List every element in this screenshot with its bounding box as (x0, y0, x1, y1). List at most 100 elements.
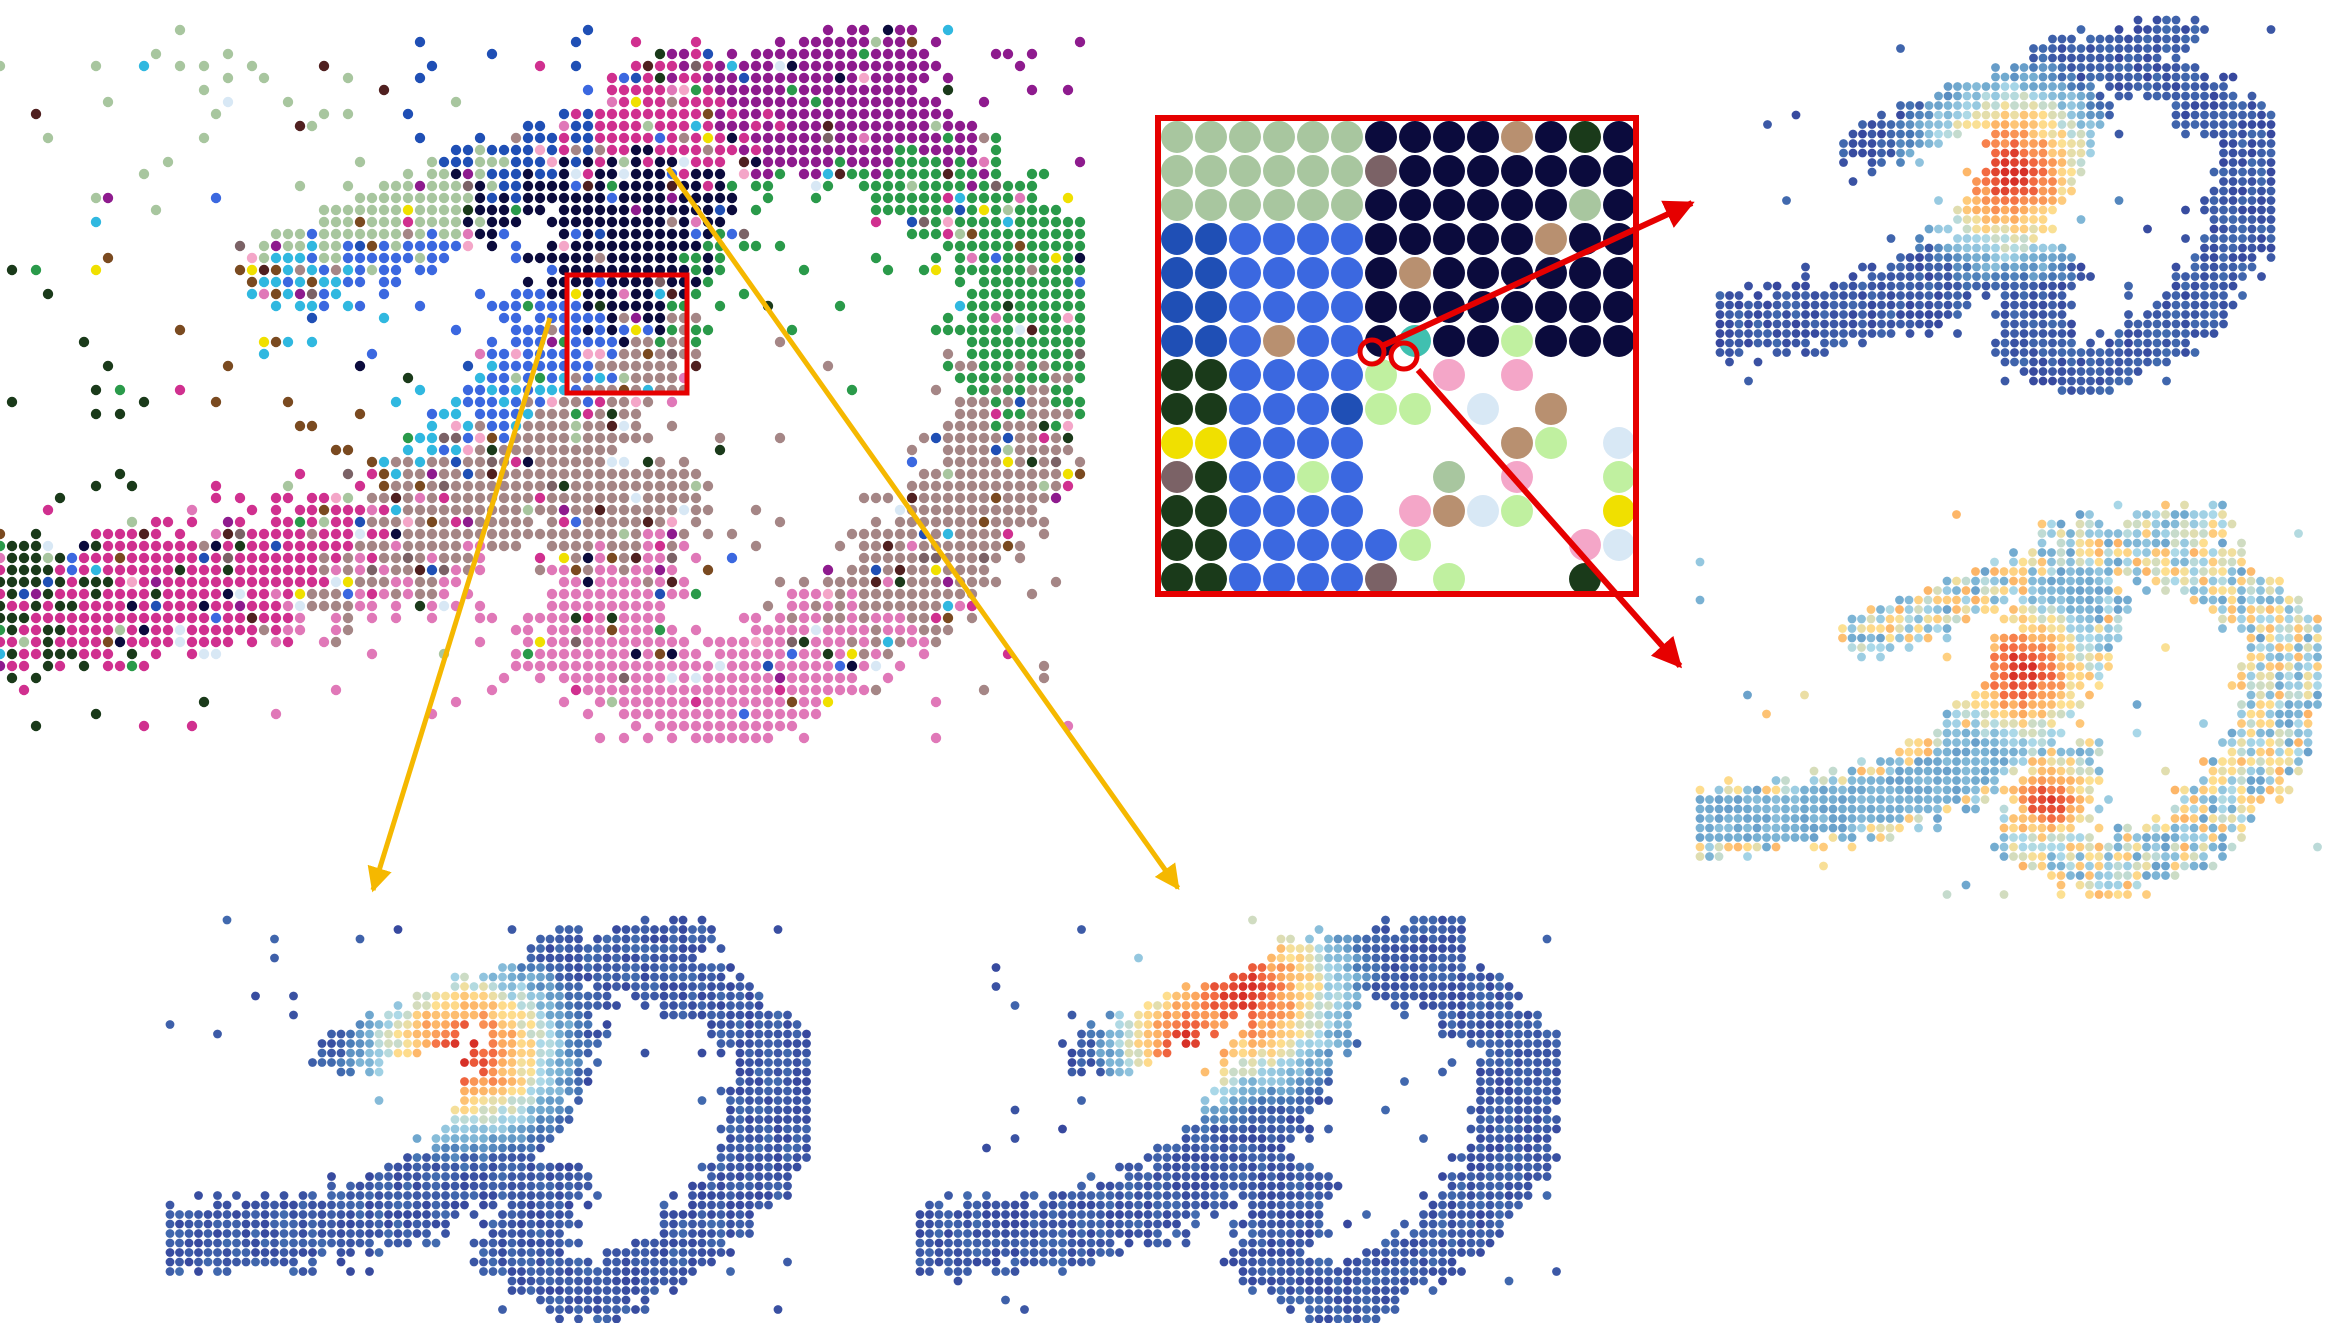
heatmap-spot (1885, 757, 1895, 766)
heatmap-spot (1791, 329, 1801, 338)
heatmap-spot (1942, 624, 1952, 633)
cluster-spot (330, 288, 342, 300)
heatmap-spot (1847, 833, 1857, 842)
heatmap-spot (2113, 557, 2123, 567)
cluster-spot (390, 240, 402, 252)
heatmap-spot (2152, 25, 2162, 34)
cluster-spot (342, 576, 354, 588)
cluster-spot (582, 288, 594, 300)
cluster-spot (246, 600, 258, 612)
cluster-spot (1038, 252, 1050, 264)
cluster-spot (798, 732, 810, 744)
heatmap-spot (2076, 139, 2086, 148)
cluster-spot (1050, 480, 1062, 492)
heatmap-spot (2066, 681, 2075, 690)
heatmap-spot (1990, 671, 1999, 681)
cluster-spot (510, 324, 522, 336)
cluster-spot (522, 492, 534, 504)
heatmap-spot (2123, 605, 2132, 614)
heatmap-spot (2123, 861, 2132, 871)
cluster-spot (786, 72, 798, 84)
cluster-spot (138, 528, 150, 540)
inset-spot (1433, 461, 1465, 493)
heatmap-spot (2076, 101, 2086, 110)
cluster-spot (702, 180, 714, 192)
cluster-spot (246, 540, 258, 552)
heatmap-spot (1981, 139, 1991, 148)
cluster-spot (426, 468, 438, 480)
cluster-spot (618, 240, 630, 252)
heatmap-spot (1953, 281, 1962, 291)
heatmap-spot (2209, 253, 2219, 262)
cluster-spot (42, 588, 54, 600)
heatmap-spot (2209, 272, 2219, 281)
cluster-spot (462, 240, 474, 252)
cluster-spot (66, 624, 78, 636)
heatmap-spot (1781, 833, 1790, 842)
cluster-spot (954, 516, 966, 528)
cluster-spot (630, 660, 642, 672)
heatmap-spot (1752, 814, 1762, 823)
heatmap-spot (1839, 291, 1848, 300)
heatmap-spot (2086, 63, 2095, 72)
cluster-spot (942, 480, 954, 492)
inset-spot (1229, 461, 1261, 493)
cluster-spot (558, 432, 570, 444)
heatmap-spot (1962, 253, 1972, 262)
heatmap-spot (2275, 643, 2284, 652)
heatmap-spot (1782, 196, 1791, 205)
heatmap-spot (1952, 595, 1961, 605)
inset-spot (1603, 461, 1635, 493)
cluster-spot (510, 528, 522, 540)
heatmap-spot (2019, 367, 2029, 376)
cluster-spot (678, 252, 690, 264)
cluster-spot (594, 600, 606, 612)
heatmap-spot (2162, 319, 2171, 329)
heatmap-spot (2257, 101, 2266, 110)
cluster-spot (906, 216, 918, 228)
cluster-spot (234, 528, 246, 540)
cluster-spot (630, 516, 642, 528)
cluster-spot (1038, 420, 1050, 432)
heatmap-spot (2067, 253, 2076, 262)
cluster-spot (1050, 432, 1062, 444)
heatmap-spot (1867, 139, 1877, 148)
cluster-spot (318, 276, 330, 288)
heatmap-spot (1885, 624, 1895, 633)
heatmap-spot (2019, 110, 2029, 120)
heatmap-spot (2266, 234, 2276, 243)
cluster-spot (666, 648, 678, 660)
cluster-spot (906, 540, 918, 552)
heatmap-spot (2105, 348, 2114, 357)
cluster-spot (486, 348, 498, 360)
cluster-spot (678, 120, 690, 132)
heatmap-spot (2009, 738, 2018, 747)
heatmap-spot (2124, 348, 2133, 357)
heatmap-spot (1924, 291, 1934, 300)
cluster-spot (594, 312, 606, 324)
cluster-spot (570, 168, 582, 180)
cluster-spot (162, 156, 174, 168)
cluster-spot (330, 612, 342, 624)
cluster-spot (534, 636, 546, 648)
cluster-spot (1062, 384, 1074, 396)
cluster-spot (1038, 408, 1050, 420)
cluster-spot (54, 612, 66, 624)
heatmap-spot (650, 925, 659, 934)
cluster-spot (510, 180, 522, 192)
cluster-spot (282, 264, 294, 276)
heatmap-spot (2075, 662, 2085, 671)
heatmap-spot (1980, 567, 1990, 576)
heatmap-spot (2219, 291, 2228, 300)
cluster-spot (1062, 276, 1074, 288)
heatmap-spot (1734, 319, 1744, 329)
cluster-spot (858, 168, 870, 180)
heatmap-spot (2161, 529, 2170, 538)
heatmap-spot (2199, 833, 2208, 842)
cluster-spot (546, 132, 558, 144)
heatmap-spot (1857, 795, 1866, 804)
cluster-spot (570, 636, 582, 648)
cluster-spot (582, 588, 594, 600)
heatmap-spot (2066, 586, 2075, 595)
cluster-spot (966, 312, 978, 324)
